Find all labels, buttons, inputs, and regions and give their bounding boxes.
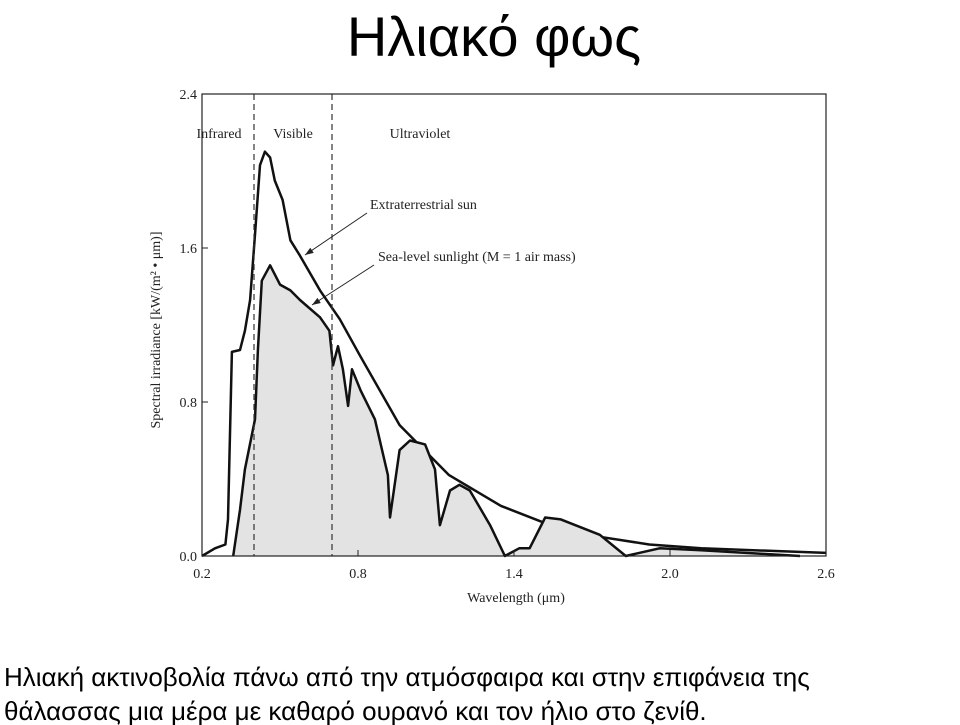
y-tick-label: 0.0 bbox=[180, 550, 198, 565]
region-label: Infrared bbox=[196, 127, 241, 142]
x-tick-label: 0.2 bbox=[193, 567, 211, 582]
caption-line: Ηλιακή ακτινοβολία πάνω από την ατμόσφαι… bbox=[4, 662, 810, 692]
y-axis-label: Spectral irradiance [kW/(m² • μm)] bbox=[149, 232, 164, 429]
x-tick-label: 1.4 bbox=[505, 567, 523, 582]
line bbox=[231, 264, 801, 558]
caption-line: θάλασσας μια μέρα με καθαρό ουρανό και τ… bbox=[4, 696, 707, 725]
label-arrow bbox=[304, 212, 368, 256]
slide-title: Ηλιακό φως bbox=[347, 5, 641, 68]
x-tick-label: 0.8 bbox=[349, 567, 367, 582]
y-tick-label: 1.6 bbox=[180, 242, 198, 257]
line bbox=[201, 150, 827, 558]
x-tick-label: 2.0 bbox=[661, 567, 679, 582]
label-arrow bbox=[311, 264, 375, 306]
y-tick-label: 0.8 bbox=[180, 396, 198, 411]
series-label: Sea-level sunlight (M = 1 air mass) bbox=[378, 250, 576, 265]
region-label: Visible bbox=[273, 127, 313, 142]
y-tick-label: 2.4 bbox=[180, 88, 198, 103]
x-tick-label: 2.6 bbox=[817, 567, 835, 582]
arrow-head bbox=[305, 247, 314, 255]
area bbox=[233, 265, 800, 556]
x-axis-label: Wavelength (μm) bbox=[467, 591, 565, 606]
arrow-head bbox=[312, 297, 321, 305]
region-label: Ultraviolet bbox=[390, 127, 451, 142]
series-label: Extraterrestrial sun bbox=[370, 198, 477, 213]
